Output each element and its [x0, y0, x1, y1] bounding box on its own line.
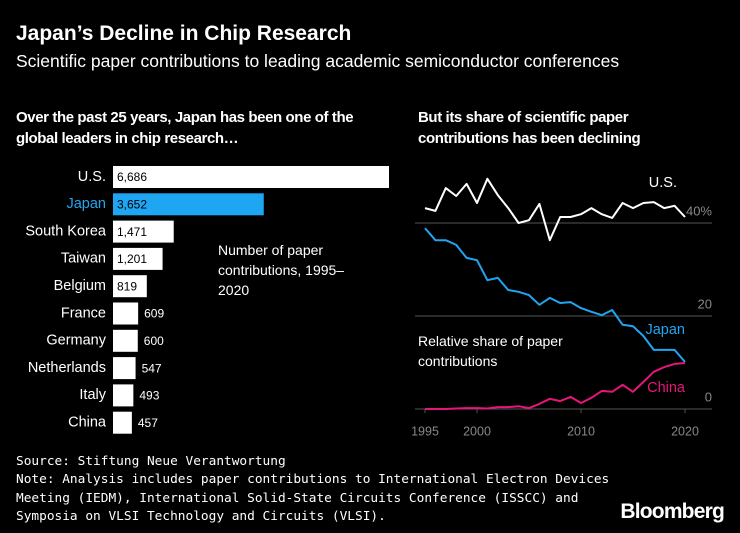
value-label: 1,201 [117, 252, 147, 266]
y-tick-label: 40% [686, 203, 712, 218]
y-tick-label: 0 [705, 389, 712, 404]
category-label: Taiwan [61, 251, 106, 267]
series-line [424, 227, 686, 363]
series-label: U.S. [649, 175, 677, 191]
bar [113, 357, 136, 380]
series-line [425, 362, 686, 410]
category-label: South Korea [25, 223, 107, 239]
category-label: Netherlands [28, 360, 106, 376]
category-label: China [68, 415, 107, 431]
bar [113, 166, 389, 188]
subtitle: Scientific paper contributions to leadin… [16, 51, 620, 71]
bar [113, 193, 264, 216]
value-label: 819 [117, 279, 137, 293]
category-label: Belgium [54, 278, 106, 294]
bar [113, 411, 132, 434]
value-label: 600 [144, 334, 164, 348]
value-label: 1,471 [117, 225, 147, 239]
x-tick-label: 2010 [567, 424, 595, 438]
category-label: Italy [79, 387, 106, 403]
value-label: 457 [138, 416, 158, 430]
bar [113, 275, 147, 298]
source: Source: Stiftung Neue Verantwortung [16, 454, 286, 469]
brand: Bloomberg [620, 500, 724, 523]
value-label: 609 [144, 307, 164, 321]
annotation: Relative share of paper contributions [418, 333, 563, 369]
value-label: 493 [139, 389, 159, 403]
bar [113, 302, 139, 325]
x-tick-label: 2020 [671, 424, 699, 438]
title: Japan’s Decline in Chip Research [16, 22, 352, 45]
note: Note: Analysis includes paper contributi… [16, 472, 610, 524]
category-label: France [61, 305, 106, 321]
value-label: 3,652 [117, 197, 147, 211]
category-label: Japan [66, 196, 106, 212]
series-label: Japan [645, 322, 685, 338]
panel-heading: But its share of scientific paper contri… [418, 109, 641, 147]
category-label: U.S. [78, 169, 106, 185]
y-tick-label: 20 [698, 296, 712, 311]
value-label: 6,686 [117, 170, 147, 184]
series-line [424, 177, 686, 242]
panel-heading: Over the past 25 years, Japan has been o… [16, 109, 354, 147]
bar [113, 220, 174, 243]
x-tick-label: 2000 [463, 424, 491, 438]
bar [113, 329, 138, 352]
bar [113, 247, 163, 270]
value-label: 547 [142, 361, 162, 375]
annotation: Number of paper contributions, 1995–2020 [218, 242, 345, 298]
x-tick-label: 1995 [411, 424, 439, 438]
category-label: Germany [46, 333, 106, 349]
bar [113, 384, 134, 407]
series-label: China [647, 380, 686, 396]
